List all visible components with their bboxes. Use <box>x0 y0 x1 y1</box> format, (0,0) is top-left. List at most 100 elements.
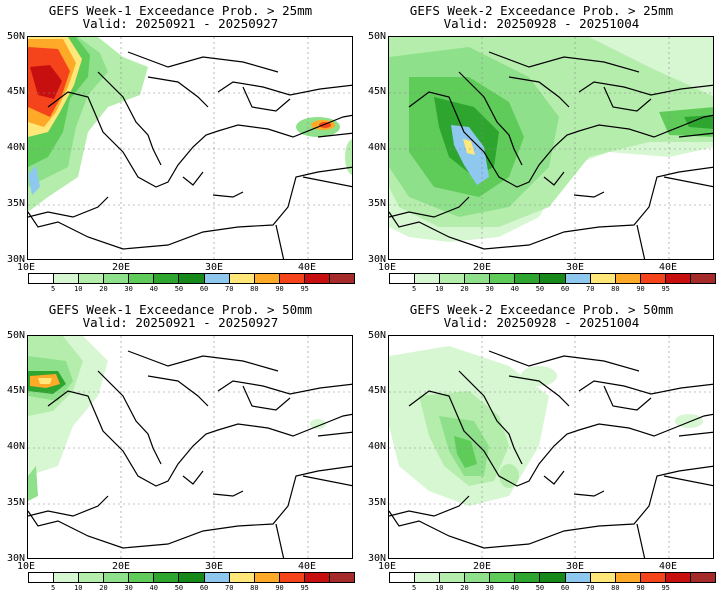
colorbar-swatch <box>665 573 691 582</box>
colorbar-swatch <box>229 573 255 582</box>
colorbar-swatch <box>29 274 55 283</box>
colorbar-swatch <box>415 573 441 582</box>
colorbar-swatch <box>304 274 330 283</box>
lon-label: 30E <box>565 561 585 572</box>
lon-label: 40E <box>658 561 678 572</box>
lon-label: 10E <box>378 262 397 273</box>
colorbar-label: 30 <box>124 584 133 592</box>
lat-label: 45N <box>367 385 386 396</box>
lon-label: 10E <box>378 561 397 572</box>
colorbar-swatch <box>79 274 105 283</box>
colorbar-swatch <box>690 573 716 582</box>
lon-label: 10E <box>17 262 36 273</box>
colorbar-swatch <box>690 274 716 283</box>
lat-label: 50N <box>367 330 386 341</box>
colorbar-label: 40 <box>510 285 519 293</box>
panel-week2-50mm: GEFS Week-2 Exceedance Prob. > 50mm Vali… <box>361 299 722 598</box>
colorbar-label: 10 <box>74 285 83 293</box>
lat-label: 45N <box>6 86 25 97</box>
panel-week1-25mm: GEFS Week-1 Exceedance Prob. > 25mm Vali… <box>0 0 361 299</box>
probability-map <box>388 36 714 260</box>
colorbar-label: 40 <box>510 584 519 592</box>
lat-label: 35N <box>6 198 25 209</box>
colorbar-label: 30 <box>485 584 494 592</box>
colorbar-label: 30 <box>485 285 494 293</box>
lon-label: 10E <box>17 561 36 572</box>
colorbar-swatch <box>440 573 466 582</box>
panel-week2-25mm: GEFS Week-2 Exceedance Prob. > 25mm Vali… <box>361 0 722 299</box>
colorbar-swatch <box>154 573 180 582</box>
lat-label: 30N <box>367 553 386 564</box>
lat-label: 35N <box>6 497 25 508</box>
map-drawing <box>389 336 713 558</box>
colorbar-swatch <box>490 573 516 582</box>
panel-title: GEFS Week-1 Exceedance Prob. > 25mm <box>48 3 313 18</box>
colorbar-label: 70 <box>225 285 234 293</box>
colorbar-swatch <box>129 573 155 582</box>
colorbar-label: 60 <box>560 285 570 293</box>
colorbar-swatch <box>440 274 466 283</box>
lon-label: 40E <box>297 262 317 273</box>
colorbar-swatch <box>29 573 55 582</box>
lat-label: 50N <box>6 330 25 341</box>
lat-label: 40N <box>6 441 25 452</box>
colorbar-swatch <box>515 573 541 582</box>
map-drawing <box>28 37 352 259</box>
lat-label: 45N <box>367 86 386 97</box>
panel-valid-dates: Valid: 20250928 - 20251004 <box>443 315 640 330</box>
lon-label: 20E <box>472 262 492 273</box>
colorbar-label: 5 <box>51 285 56 293</box>
lon-label: 40E <box>658 262 678 273</box>
lon-label: 30E <box>204 561 224 572</box>
colorbar-label: 95 <box>300 584 309 592</box>
colorbar-label: 95 <box>661 584 670 592</box>
colorbar-swatch <box>665 274 691 283</box>
colorbar-label: 20 <box>460 285 469 293</box>
colorbar-label: 90 <box>636 285 645 293</box>
colorbar-label: 5 <box>412 285 417 293</box>
lon-label: 20E <box>111 262 131 273</box>
colorbar-label: 40 <box>149 285 158 293</box>
colorbar-swatch <box>54 573 80 582</box>
lat-label: 50N <box>6 31 25 42</box>
colorbar-label: 95 <box>300 285 309 293</box>
colorbar-label: 60 <box>199 584 209 592</box>
colorbar-label: 20 <box>460 584 469 592</box>
colorbar <box>389 572 716 583</box>
colorbar-swatch <box>640 274 666 283</box>
colorbar-label: 90 <box>636 584 645 592</box>
colorbar-swatch <box>615 573 641 582</box>
panel-valid-dates: Valid: 20250921 - 20250927 <box>82 16 279 31</box>
colorbar-label: 95 <box>661 285 670 293</box>
colorbar-label: 90 <box>275 285 284 293</box>
colorbar-label: 70 <box>586 584 595 592</box>
lat-label: 40N <box>367 142 386 153</box>
colorbar-label: 50 <box>174 584 184 592</box>
colorbar-label: 50 <box>535 584 545 592</box>
colorbar-label: 50 <box>174 285 184 293</box>
colorbar-swatch <box>565 274 591 283</box>
colorbar-label: 10 <box>435 285 444 293</box>
colorbar-swatch <box>465 274 491 283</box>
lat-label: 30N <box>6 553 25 564</box>
colorbar-swatch <box>329 274 355 283</box>
lat-label: 40N <box>367 441 386 452</box>
probability-map <box>27 36 353 260</box>
colorbar-label: 80 <box>250 285 259 293</box>
colorbar-label: 10 <box>435 584 444 592</box>
probability-map <box>27 335 353 559</box>
colorbar-swatch <box>54 274 80 283</box>
colorbar-swatch <box>465 573 491 582</box>
lat-label: 45N <box>6 385 25 396</box>
colorbar-swatch <box>154 274 180 283</box>
colorbar-swatch <box>179 573 205 582</box>
colorbar-swatch <box>615 274 641 283</box>
panel-week1-50mm: GEFS Week-1 Exceedance Prob. > 50mm Vali… <box>0 299 361 598</box>
colorbar-swatch <box>79 573 105 582</box>
colorbar <box>28 273 355 284</box>
colorbar-label: 10 <box>74 584 83 592</box>
panel-title: GEFS Week-2 Exceedance Prob. > 50mm <box>409 302 674 317</box>
map-drawing <box>389 37 713 259</box>
colorbar-label: 20 <box>99 584 108 592</box>
colorbar-swatch <box>179 274 205 283</box>
